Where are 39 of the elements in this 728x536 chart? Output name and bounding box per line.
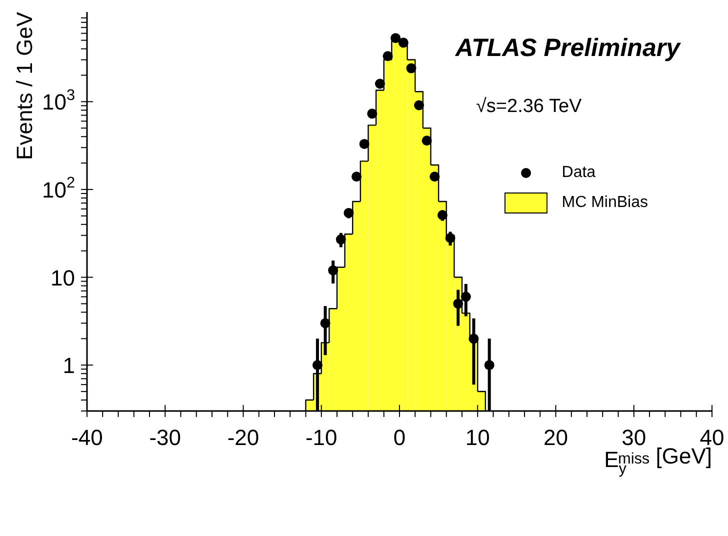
point	[336, 234, 346, 244]
point	[430, 172, 440, 182]
legend-label: MC MinBias	[562, 194, 648, 212]
x-tick-label: 20	[544, 425, 568, 450]
point	[382, 51, 393, 62]
point	[328, 265, 338, 276]
point	[352, 172, 362, 182]
point	[320, 318, 330, 328]
x-tick-label: -10	[305, 425, 338, 450]
y-axis-title: Events / 1 GeV	[12, 12, 37, 160]
point	[453, 298, 464, 309]
x-tick-label: 10	[465, 425, 490, 450]
y-tick-label: 10$^{3}$	[42, 86, 75, 115]
y-tick-label: 10$^{2}$	[42, 174, 75, 202]
annotation: √s=2.36 TeV	[476, 96, 582, 118]
point	[468, 334, 479, 344]
point	[344, 208, 354, 218]
point	[437, 210, 448, 220]
y-tick-label: 10	[50, 265, 75, 290]
point	[460, 292, 471, 302]
point	[390, 33, 401, 44]
point	[484, 360, 494, 370]
point	[398, 38, 408, 48]
point	[414, 100, 424, 110]
point	[359, 138, 370, 149]
legend-label: Data	[562, 164, 596, 182]
point	[312, 360, 322, 370]
x-tick-label: -20	[227, 425, 260, 450]
x-tick-label: 0	[393, 425, 406, 450]
point	[374, 78, 385, 89]
annotation: ATLAS Preliminary	[455, 34, 680, 63]
point	[406, 63, 416, 74]
point	[445, 233, 456, 244]
x-tick-label: -40	[71, 425, 103, 450]
x-tick-label: -30	[149, 425, 182, 450]
x-tick-label: 30	[622, 425, 646, 450]
point	[367, 108, 378, 119]
y-tick-label: 1	[62, 353, 75, 378]
point	[422, 136, 432, 146]
